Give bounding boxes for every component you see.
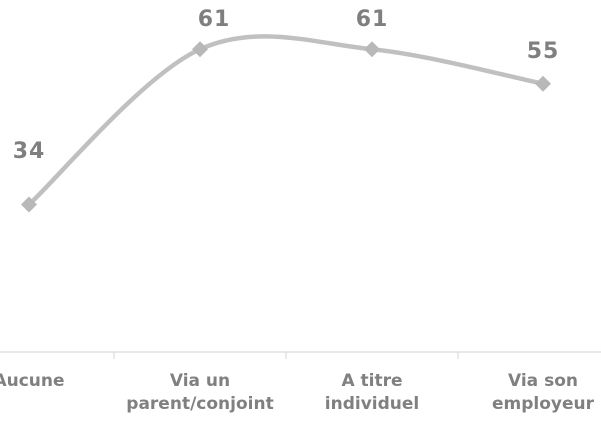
x-tick-labels: Aucune Via un parent/conjoint A titre indivi… [0,371,595,414]
data-label: 34 [13,139,46,164]
data-point-marker [535,75,551,92]
data-point-marker [21,196,37,213]
data-point-marker [364,41,380,58]
data-label: 55 [527,39,560,64]
series-markers [21,41,551,213]
x-tick-label: Aucune [0,371,65,391]
x-tick-label: Via son employeur [492,371,595,414]
x-tick-label: Via un parent/conjoint [126,371,273,414]
data-label: 61 [356,7,389,32]
data-point-marker [192,41,208,58]
series-line [26,34,546,207]
data-labels: 34 61 61 55 [13,7,560,164]
data-label: 61 [198,7,231,32]
series-lines [26,34,546,207]
x-axis [0,351,601,359]
x-tick-label: A titre individuel [325,371,419,414]
